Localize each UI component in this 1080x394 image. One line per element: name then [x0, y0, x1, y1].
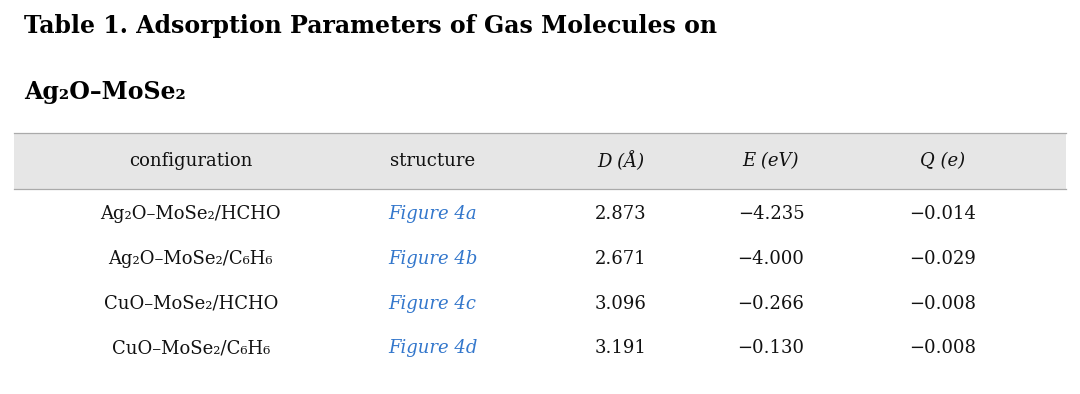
Text: Figure 4c: Figure 4c [389, 295, 476, 313]
Text: −0.008: −0.008 [909, 340, 976, 357]
Text: Q (e): Q (e) [920, 152, 966, 170]
Text: Figure 4b: Figure 4b [388, 250, 477, 268]
Text: Figure 4a: Figure 4a [388, 206, 477, 223]
Text: Ag₂O–MoSe₂: Ag₂O–MoSe₂ [24, 80, 186, 104]
Text: −0.008: −0.008 [909, 295, 976, 313]
Text: −0.014: −0.014 [909, 206, 976, 223]
Text: structure: structure [390, 152, 475, 170]
Text: 3.096: 3.096 [595, 295, 647, 313]
Text: 3.191: 3.191 [595, 340, 647, 357]
Text: 2.671: 2.671 [595, 250, 647, 268]
Text: E (eV): E (eV) [743, 152, 799, 170]
FancyBboxPatch shape [14, 133, 1066, 189]
Text: −4.235: −4.235 [738, 206, 805, 223]
Text: D (Å): D (Å) [597, 151, 644, 171]
Text: configuration: configuration [130, 152, 253, 170]
Text: CuO–MoSe₂/HCHO: CuO–MoSe₂/HCHO [104, 295, 278, 313]
Text: CuO–MoSe₂/C₆H₆: CuO–MoSe₂/C₆H₆ [111, 340, 270, 357]
Text: 2.873: 2.873 [595, 206, 647, 223]
Text: −0.266: −0.266 [738, 295, 805, 313]
Text: Table 1. Adsorption Parameters of Gas Molecules on: Table 1. Adsorption Parameters of Gas Mo… [24, 15, 717, 39]
Text: −4.000: −4.000 [738, 250, 805, 268]
Text: Ag₂O–MoSe₂/C₆H₆: Ag₂O–MoSe₂/C₆H₆ [109, 250, 273, 268]
Text: −0.029: −0.029 [909, 250, 976, 268]
Text: Figure 4d: Figure 4d [388, 340, 477, 357]
Text: −0.130: −0.130 [738, 340, 805, 357]
Text: Ag₂O–MoSe₂/HCHO: Ag₂O–MoSe₂/HCHO [100, 206, 281, 223]
